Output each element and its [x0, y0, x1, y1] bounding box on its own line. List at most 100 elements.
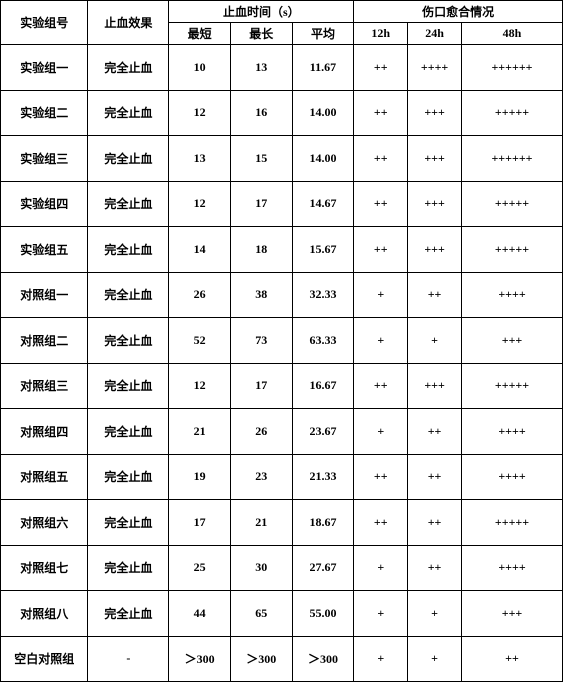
- cell-group: 对照组五: [1, 454, 88, 500]
- cell-h12: ++: [354, 136, 408, 182]
- table-row: 对照组二完全止血527363.33+++++: [1, 318, 563, 364]
- cell-max: 21: [230, 500, 292, 546]
- header-group-no: 实验组号: [1, 1, 88, 45]
- cell-effect: -: [88, 636, 169, 682]
- cell-h12: ++: [354, 454, 408, 500]
- cell-avg: 11.67: [292, 45, 354, 91]
- cell-avg: 14.00: [292, 136, 354, 182]
- cell-h24: +: [408, 591, 462, 637]
- cell-max: 17: [230, 181, 292, 227]
- header-max: 最长: [230, 23, 292, 45]
- cell-h24: +++: [408, 90, 462, 136]
- cell-group: 实验组四: [1, 181, 88, 227]
- header-12h: 12h: [354, 23, 408, 45]
- table-header: 实验组号 止血效果 止血时间（s） 伤口愈合情况 最短 最长 平均 12h 24…: [1, 1, 563, 45]
- table-row: 对照组八完全止血446555.00+++++: [1, 591, 563, 637]
- cell-h48: ++++: [461, 454, 562, 500]
- cell-max: 30: [230, 545, 292, 591]
- header-24h: 24h: [408, 23, 462, 45]
- cell-h48: +++: [461, 591, 562, 637]
- cell-avg: 55.00: [292, 591, 354, 637]
- table-row: 实验组一完全止血101311.67++++++++++++: [1, 45, 563, 91]
- cell-min: 10: [169, 45, 231, 91]
- cell-max: 15: [230, 136, 292, 182]
- cell-avg: 21.33: [292, 454, 354, 500]
- cell-group: 对照组二: [1, 318, 88, 364]
- cell-h24: +++: [408, 181, 462, 227]
- cell-avg: 23.67: [292, 409, 354, 455]
- cell-effect: 完全止血: [88, 272, 169, 318]
- table-body: 实验组一完全止血101311.67++++++++++++实验组二完全止血121…: [1, 45, 563, 682]
- cell-min: 12: [169, 181, 231, 227]
- cell-min: 12: [169, 363, 231, 409]
- cell-group: 对照组七: [1, 545, 88, 591]
- cell-h24: +: [408, 636, 462, 682]
- cell-avg: 15.67: [292, 227, 354, 273]
- cell-min: 19: [169, 454, 231, 500]
- cell-min: 13: [169, 136, 231, 182]
- cell-h24: +: [408, 318, 462, 364]
- cell-h12: ++: [354, 45, 408, 91]
- cell-h48: ++: [461, 636, 562, 682]
- cell-group: 实验组二: [1, 90, 88, 136]
- cell-h12: ++: [354, 90, 408, 136]
- cell-effect: 完全止血: [88, 181, 169, 227]
- cell-effect: 完全止血: [88, 500, 169, 546]
- cell-min: 25: [169, 545, 231, 591]
- cell-max: 26: [230, 409, 292, 455]
- cell-group: 对照组一: [1, 272, 88, 318]
- cell-min: 12: [169, 90, 231, 136]
- cell-h12: ++: [354, 363, 408, 409]
- cell-effect: 完全止血: [88, 409, 169, 455]
- table-row: 空白对照组-＞300＞300＞300++++: [1, 636, 563, 682]
- cell-effect: 完全止血: [88, 363, 169, 409]
- table-row: 实验组四完全止血121714.67++++++++++: [1, 181, 563, 227]
- cell-h48: +++: [461, 318, 562, 364]
- cell-min: 52: [169, 318, 231, 364]
- cell-h48: +++++: [461, 90, 562, 136]
- cell-group: 对照组六: [1, 500, 88, 546]
- cell-h12: +: [354, 636, 408, 682]
- cell-h24: ++++: [408, 45, 462, 91]
- cell-h48: ++++: [461, 545, 562, 591]
- cell-h48: ++++: [461, 272, 562, 318]
- cell-avg: 16.67: [292, 363, 354, 409]
- table-row: 实验组二完全止血121614.00++++++++++: [1, 90, 563, 136]
- cell-h12: +: [354, 272, 408, 318]
- cell-min: 26: [169, 272, 231, 318]
- cell-group: 对照组四: [1, 409, 88, 455]
- cell-effect: 完全止血: [88, 454, 169, 500]
- cell-h24: ++: [408, 545, 462, 591]
- cell-h24: ++: [408, 454, 462, 500]
- cell-h24: ++: [408, 409, 462, 455]
- table-row: 对照组六完全止血172118.67+++++++++: [1, 500, 563, 546]
- header-min: 最短: [169, 23, 231, 45]
- cell-h12: ++: [354, 500, 408, 546]
- cell-effect: 完全止血: [88, 591, 169, 637]
- cell-avg: 27.67: [292, 545, 354, 591]
- cell-h48: +++++: [461, 500, 562, 546]
- cell-effect: 完全止血: [88, 136, 169, 182]
- cell-h24: +++: [408, 227, 462, 273]
- cell-effect: 完全止血: [88, 318, 169, 364]
- header-avg: 平均: [292, 23, 354, 45]
- header-48h: 48h: [461, 23, 562, 45]
- data-table: 实验组号 止血效果 止血时间（s） 伤口愈合情况 最短 最长 平均 12h 24…: [0, 0, 563, 682]
- table-row: 对照组七完全止血253027.67+++++++: [1, 545, 563, 591]
- cell-avg: 63.33: [292, 318, 354, 364]
- cell-max: 73: [230, 318, 292, 364]
- cell-effect: 完全止血: [88, 90, 169, 136]
- cell-h12: +: [354, 591, 408, 637]
- cell-max: ＞300: [230, 636, 292, 682]
- cell-avg: 18.67: [292, 500, 354, 546]
- cell-min: ＞300: [169, 636, 231, 682]
- cell-max: 38: [230, 272, 292, 318]
- header-heal-group: 伤口愈合情况: [354, 1, 563, 23]
- cell-group: 实验组五: [1, 227, 88, 273]
- cell-max: 23: [230, 454, 292, 500]
- cell-max: 65: [230, 591, 292, 637]
- cell-max: 17: [230, 363, 292, 409]
- table-row: 实验组三完全止血131514.00+++++++++++: [1, 136, 563, 182]
- cell-max: 18: [230, 227, 292, 273]
- cell-h24: +++: [408, 363, 462, 409]
